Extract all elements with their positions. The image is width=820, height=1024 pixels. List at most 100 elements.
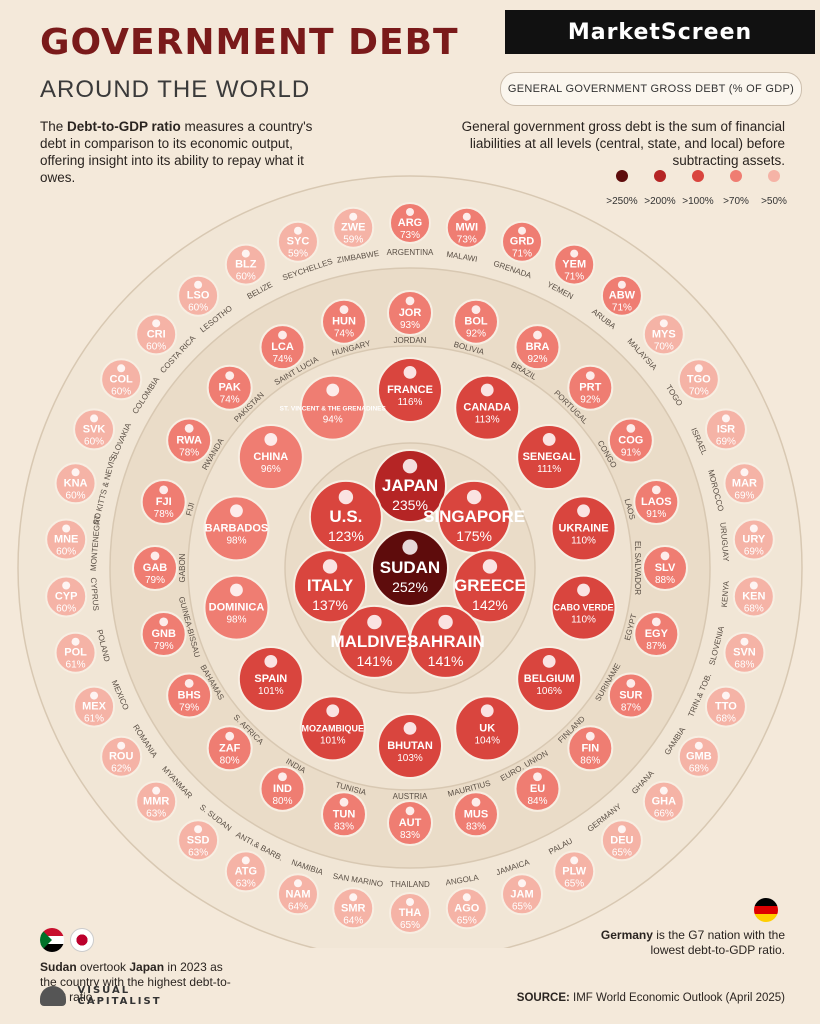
bubble-name-argentina: ARG [398,217,422,229]
ring-label-kenya: KENYA [720,580,731,608]
bubble-value-colombia: 60% [111,386,131,397]
bubble-circle-hungary [321,298,368,345]
ring-label-jordan: JORDAN [394,336,427,345]
flag-mauritius-icon [471,797,481,807]
flag-slovenia-icon [740,637,749,646]
bubble-name-finland: FIN [581,742,599,754]
flag-uruguay-icon [749,524,758,533]
bubble-name-fiji: FJI [156,496,172,508]
bubble-value-spain: 101% [258,686,284,697]
bubble-name-germany: DEU [610,834,633,846]
bubble-name-el-salvador: SLV [655,562,676,574]
intro-bold: Debt-to-GDP ratio [67,119,181,134]
ring-label-argentina: ARGENTINA [387,248,434,257]
bubble-circle-spain [237,645,304,712]
bubble-name-hungary: HUN [332,316,356,328]
bubble-value-jamaica: 65% [512,901,532,912]
bubble-value-brazil: 92% [527,354,547,365]
bubble-circle-seychelles [276,220,319,263]
bubble-value-laos: 91% [646,509,666,520]
page-title: GOVERNMENT DEBT [40,22,459,63]
source-text: IMF World Economic Outlook (April 2025) [569,992,785,1004]
bubble-name-china: CHINA [253,451,288,463]
bubble-name-japan: JAPAN [382,476,438,495]
bubble-value-suriname: 87% [621,703,641,714]
bubble-circle-mexico [73,685,116,728]
bubble-value-mexico: 61% [84,714,104,725]
bubble-circle-myanmar [135,780,178,823]
bubble-name-ghana: GHA [652,796,677,808]
bubble-name-guinea-bissau: GNB [151,628,176,640]
bubble-name-bhutan: BHUTAN [387,740,433,752]
bubble-name-zimbabwe: ZWE [341,222,365,234]
bubble-circle-st-vincent-the-grenadines [299,374,366,441]
bubble-name-st-kitts-nevis: KNA [64,477,88,489]
flag-senegal-icon [542,433,556,446]
bubble-value-san-marino: 64% [343,915,363,926]
bubble-name-dominica: DOMINICA [209,602,265,614]
flag-cyprus-icon [62,581,71,590]
flag-egypt-icon [651,617,661,627]
bubble-name-yemen: YEM [562,259,586,271]
legend-dot-0 [616,170,628,182]
flag-malaysia-icon [659,319,668,328]
legend-label-0: >250% [606,196,638,207]
flag-morocco-icon [740,468,749,477]
bubble-value-barbados: 98% [226,535,246,546]
bubble-name-spain: SPAIN [254,673,287,685]
flag-fiji-icon [159,485,169,495]
bubble-value-myanmar: 63% [146,809,166,820]
bubble-circle-tunisia [321,791,368,838]
flag-jordan-icon [405,296,415,306]
bubble-name-bahrain: BAHRAIN [406,632,484,651]
bubble-circle-laos [633,479,680,526]
bubble-value-germany: 65% [612,847,632,858]
ring-label-uruguay: URUGUAY [718,522,730,563]
bubble-circle-maldives [337,604,412,679]
bubble-value-malawi: 73% [457,235,477,246]
bubble-name-lesotho: LSO [187,290,210,302]
intro-text: The Debt-to-GDP ratio measures a country… [40,118,340,186]
flag-romania-icon [117,741,126,750]
flag-bahrain-icon [438,614,453,630]
bubble-circle-anti-barb [224,850,267,893]
bubble-value-pakistan: 74% [220,395,240,406]
flag-st-kitts-nevis-icon [71,468,80,477]
bubble-name-thailand: THA [399,907,422,919]
bubble-name-montenegro: MNE [54,534,78,546]
bubble-name-congo: COG [618,435,643,447]
flag-suriname-icon [626,679,636,688]
bubble-circle-morocco [723,462,766,505]
flag-israel-icon [721,414,730,423]
bubble-circle-aruba [600,274,643,317]
bubble-circle-senegal [516,424,583,491]
bubble-value-belize: 60% [236,272,256,283]
bubble-value-senegal: 111% [537,464,561,475]
bubble-circle-rwanda [166,417,213,464]
definition-text: General government gross debt is the sum… [461,119,785,168]
bubble-circle-sudan [371,529,449,607]
bubble-name-uk: UK [479,722,495,734]
bubble-circle-bhutan [377,713,443,779]
bubble-name-mexico: MEX [82,701,107,713]
bubble-value-china: 96% [261,464,281,475]
